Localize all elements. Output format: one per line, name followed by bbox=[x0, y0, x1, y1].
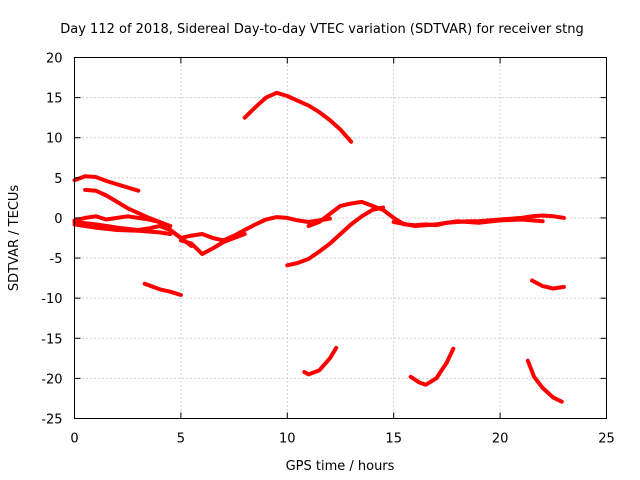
plot-frame bbox=[74, 57, 607, 419]
x-tick-label: 5 bbox=[177, 432, 185, 447]
x-tick-label: 15 bbox=[385, 432, 402, 447]
chart-title: Day 112 of 2018, Sidereal Day-to-day VTE… bbox=[60, 22, 584, 37]
series-line-arc-5 bbox=[72, 222, 173, 236]
x-tick-label: 0 bbox=[70, 432, 78, 447]
y-tick-label: 5 bbox=[54, 172, 62, 187]
y-tick-label: 10 bbox=[46, 132, 63, 147]
y-tick-label: -10 bbox=[41, 292, 62, 307]
series-line-arc-13 bbox=[408, 346, 456, 387]
y-tick-label: 15 bbox=[46, 92, 63, 107]
y-tick-label: -25 bbox=[41, 413, 62, 428]
series-line-arc-9 bbox=[285, 205, 386, 268]
x-tick-label: 10 bbox=[279, 432, 296, 447]
series-line-arc-12 bbox=[302, 345, 339, 377]
series-line-arc-11 bbox=[391, 217, 545, 228]
x-tick-label: 20 bbox=[492, 432, 509, 447]
ticks bbox=[74, 57, 607, 419]
series-line-arc-7 bbox=[142, 281, 183, 297]
series-line-arc-14 bbox=[525, 358, 564, 404]
y-tick-label: 0 bbox=[54, 212, 62, 227]
series-line-arc-6 bbox=[178, 232, 247, 256]
series-line-arc-15 bbox=[530, 278, 566, 291]
y-tick-label: -15 bbox=[41, 332, 62, 347]
data-series bbox=[72, 90, 566, 404]
y-tick-label: -20 bbox=[41, 372, 62, 387]
x-axis-label: GPS time / hours bbox=[286, 459, 395, 474]
x-tick-label: 25 bbox=[598, 432, 615, 447]
series-line-arc-1 bbox=[72, 174, 141, 193]
y-tick-label: -5 bbox=[50, 252, 63, 267]
series-line-arc-4 bbox=[72, 214, 173, 228]
grid bbox=[74, 57, 607, 419]
y-axis-label: SDTVAR / TECUs bbox=[7, 185, 22, 292]
series-line-arc-8 bbox=[242, 90, 354, 144]
tick-labels: 0 5 10 15 20 25 -25 -20 -15 -10 -5 0 5 10 15 20 bbox=[41, 52, 615, 447]
y-tick-label: 20 bbox=[46, 52, 63, 67]
